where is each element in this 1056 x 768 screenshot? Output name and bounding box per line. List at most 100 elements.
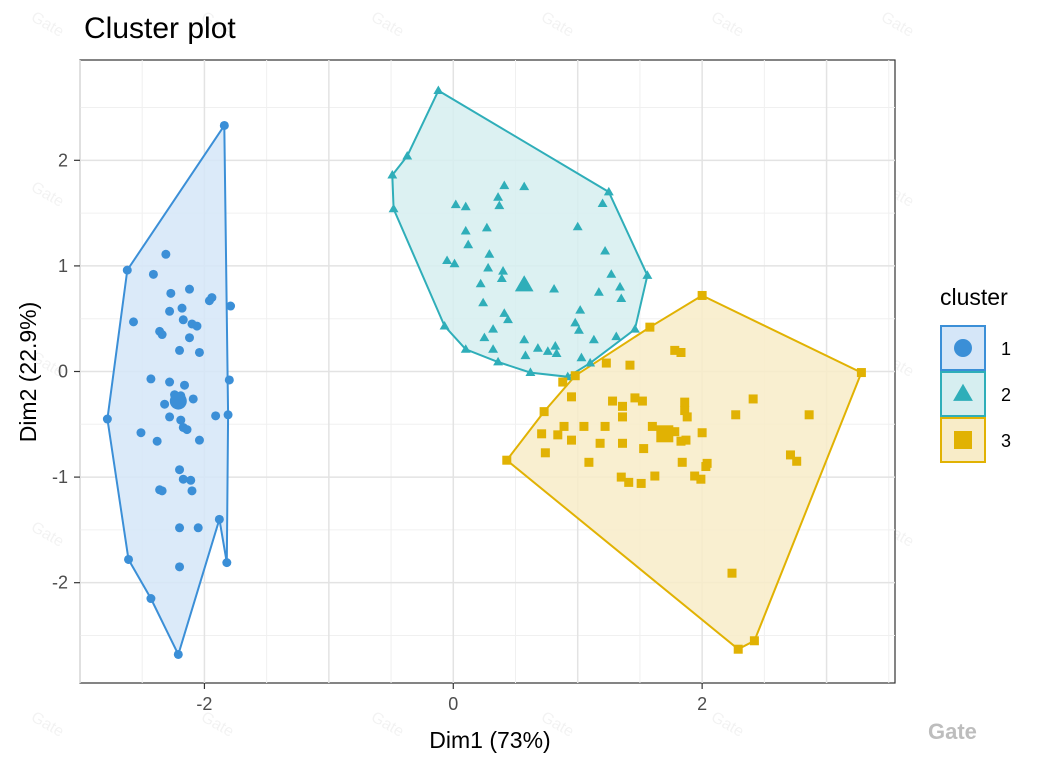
cluster-2-point <box>460 225 471 235</box>
y-tick-label: 2 <box>58 150 68 170</box>
y-tick-label: -1 <box>52 467 68 487</box>
cluster-2-point <box>549 284 560 293</box>
cluster-1-point <box>136 428 146 438</box>
cluster-3-point <box>502 455 512 465</box>
cluster-3-point <box>804 410 814 420</box>
cluster-1-point <box>178 474 188 484</box>
cluster-2-point <box>387 169 398 179</box>
legend-label-2: 2 <box>1001 385 1011 405</box>
cluster-3-point <box>748 394 758 404</box>
cluster-1-point <box>122 265 132 275</box>
watermark-logo: Gate <box>928 719 977 744</box>
cluster-1-point <box>182 425 192 435</box>
cluster-3-point <box>558 377 568 387</box>
cluster-2-point <box>642 270 653 279</box>
cluster-2-point <box>475 278 486 288</box>
cluster-1-point <box>148 269 158 279</box>
legend-title: cluster <box>940 284 1008 310</box>
legend-label-1: 1 <box>1001 339 1011 359</box>
cluster-1-point <box>180 380 190 390</box>
cluster-3-point <box>618 438 628 448</box>
cluster-2-point <box>439 320 450 330</box>
cluster-2-point <box>499 180 510 190</box>
cluster-2-point <box>616 293 627 303</box>
cluster-3-point <box>696 474 706 484</box>
cluster-2-point <box>433 85 444 95</box>
x-tick-label: -2 <box>196 694 212 714</box>
cluster-3-point <box>595 438 605 448</box>
cluster-2-point <box>575 305 586 314</box>
cluster-3-point <box>639 444 649 454</box>
cluster-3-point <box>559 421 569 431</box>
cluster-1-point <box>175 562 185 572</box>
cluster-3-point <box>676 347 686 357</box>
cluster-2-point <box>603 186 614 196</box>
cluster-1-point <box>102 414 112 424</box>
legend-marker-1 <box>954 339 972 357</box>
cluster-2-hull <box>391 89 649 378</box>
cluster-1-centroid <box>169 392 187 410</box>
cluster-2-point <box>483 262 494 272</box>
cluster-2-point <box>478 297 489 307</box>
axis-ticks: -2 0 2 -2 -1 0 1 2 <box>52 150 707 714</box>
cluster-3-point <box>637 396 647 406</box>
legend-marker-3 <box>954 431 972 449</box>
cluster-1-point <box>226 301 236 311</box>
cluster-3-point <box>792 456 802 466</box>
cluster-2-point <box>496 273 507 282</box>
cluster-2-point <box>484 249 495 258</box>
data-points <box>102 85 866 659</box>
cluster-2-point <box>388 203 399 213</box>
cluster-3-point <box>625 360 635 370</box>
watermark-text: Gate <box>538 9 577 41</box>
cluster-1-point <box>166 288 176 298</box>
cluster-1-point <box>214 514 224 524</box>
cluster-2-point <box>588 334 599 344</box>
cluster-1-point <box>175 465 185 475</box>
cluster-2-point <box>450 199 461 209</box>
cluster-2-point <box>488 324 499 333</box>
cluster-3-point <box>690 471 700 481</box>
cluster-1-point <box>157 330 167 340</box>
y-tick-label: 0 <box>58 362 68 382</box>
cluster-2-point <box>542 346 553 355</box>
cluster-1-point <box>152 436 162 446</box>
cluster-3-point <box>733 644 743 654</box>
cluster-2-point <box>499 308 510 317</box>
cluster-2-point <box>460 201 471 211</box>
cluster-2-point <box>449 258 460 268</box>
cluster-3-centroid <box>656 425 674 443</box>
cluster-2-point <box>463 239 474 249</box>
cluster-2-point <box>525 367 536 376</box>
cluster-3-point <box>701 462 711 472</box>
cluster-3-point <box>540 448 550 458</box>
legend: cluster 1 2 3 <box>940 284 1011 463</box>
cluster-2-point <box>494 200 505 210</box>
cluster-3-point <box>670 427 680 437</box>
cluster-2-point <box>597 198 608 208</box>
cluster-3-point <box>636 478 646 488</box>
cluster-3-point <box>645 322 655 332</box>
cluster-1-point <box>192 321 202 331</box>
cluster-1-point <box>173 649 183 659</box>
cluster-1-point <box>175 345 185 355</box>
cluster-2-point <box>593 287 604 296</box>
cluster-3-point <box>630 393 640 403</box>
cluster-1-point <box>193 523 203 533</box>
cluster-3-point <box>608 396 618 406</box>
cluster-hulls <box>106 89 863 658</box>
cluster-2-point <box>551 348 562 357</box>
legend-label-3: 3 <box>1001 431 1011 451</box>
cluster-3-point <box>539 407 549 417</box>
cluster-1-hull <box>106 122 230 658</box>
cluster-1-point <box>211 411 221 421</box>
cluster-3-point <box>624 477 634 487</box>
watermark-text: Gate <box>28 179 67 211</box>
cluster-3-point <box>616 472 626 482</box>
cluster-1-point <box>124 554 134 564</box>
cluster-1-point <box>146 374 156 384</box>
cluster-2-point <box>576 352 587 362</box>
cluster-1-point <box>175 523 185 533</box>
legend-marker-2 <box>953 383 973 401</box>
cluster-3-point <box>570 371 580 381</box>
